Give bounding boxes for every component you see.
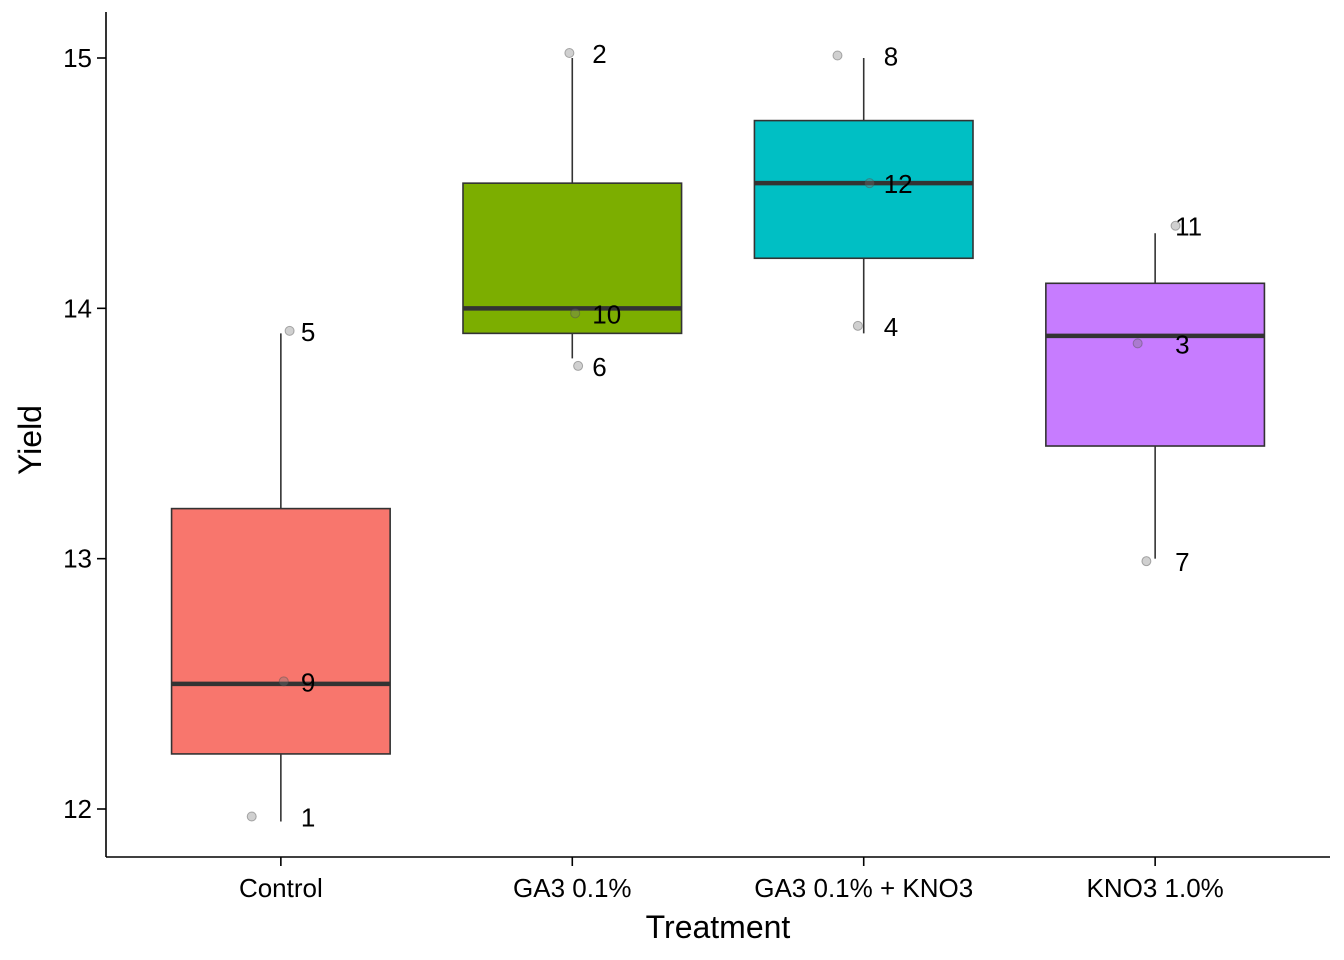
data-point-3: [1132, 338, 1143, 349]
point-label-5: 5: [301, 317, 315, 347]
data-point-11: [1170, 220, 1181, 231]
data-point-12: [864, 178, 875, 189]
data-point-8: [832, 50, 843, 61]
data-point-6: [573, 360, 584, 371]
data-point-4: [852, 320, 863, 331]
point-label-1: 1: [301, 803, 315, 833]
data-point-2: [564, 47, 575, 58]
box-ga3-0-1-kno3: [753, 119, 974, 260]
point-label-10: 10: [592, 299, 621, 329]
data-point-5: [284, 325, 295, 336]
data-point-7: [1141, 556, 1152, 567]
x-axis-ticks: Control GA3 0.1% GA3 0.1% + KNO3 KNO3 1.0%: [239, 857, 1224, 903]
data-point-10: [570, 308, 581, 319]
point-label-7: 7: [1175, 547, 1189, 577]
x-axis-title: Treatment: [646, 909, 791, 945]
x-tick-label-kno3-1-0: KNO3 1.0%: [1086, 873, 1223, 903]
point-label-3: 3: [1175, 329, 1189, 359]
point-label-11: 11: [1175, 212, 1202, 242]
x-tick-label-control: Control: [239, 873, 323, 903]
box-control: [170, 507, 391, 755]
data-point-1: [246, 811, 257, 822]
point-label-8: 8: [884, 41, 898, 71]
y-axis-ticks: 12 13 14 15: [63, 43, 106, 824]
point-label-2: 2: [592, 39, 606, 69]
data-point-9: [278, 676, 289, 687]
point-label-6: 6: [592, 352, 606, 382]
point-label-9: 9: [301, 667, 315, 697]
y-axis-title: Yield: [12, 405, 48, 475]
y-tick-label-12: 12: [63, 794, 92, 824]
point-label-4: 4: [884, 312, 898, 342]
x-tick-label-ga3-0-1-kno3: GA3 0.1% + KNO3: [754, 873, 973, 903]
y-tick-label-14: 14: [63, 293, 92, 323]
box-kno3-1-0: [1045, 282, 1266, 447]
x-tick-label-ga3-0-1: GA3 0.1%: [513, 873, 632, 903]
point-label-12: 12: [884, 169, 913, 199]
y-tick-label-15: 15: [63, 43, 92, 73]
y-tick-label-13: 13: [63, 544, 92, 574]
